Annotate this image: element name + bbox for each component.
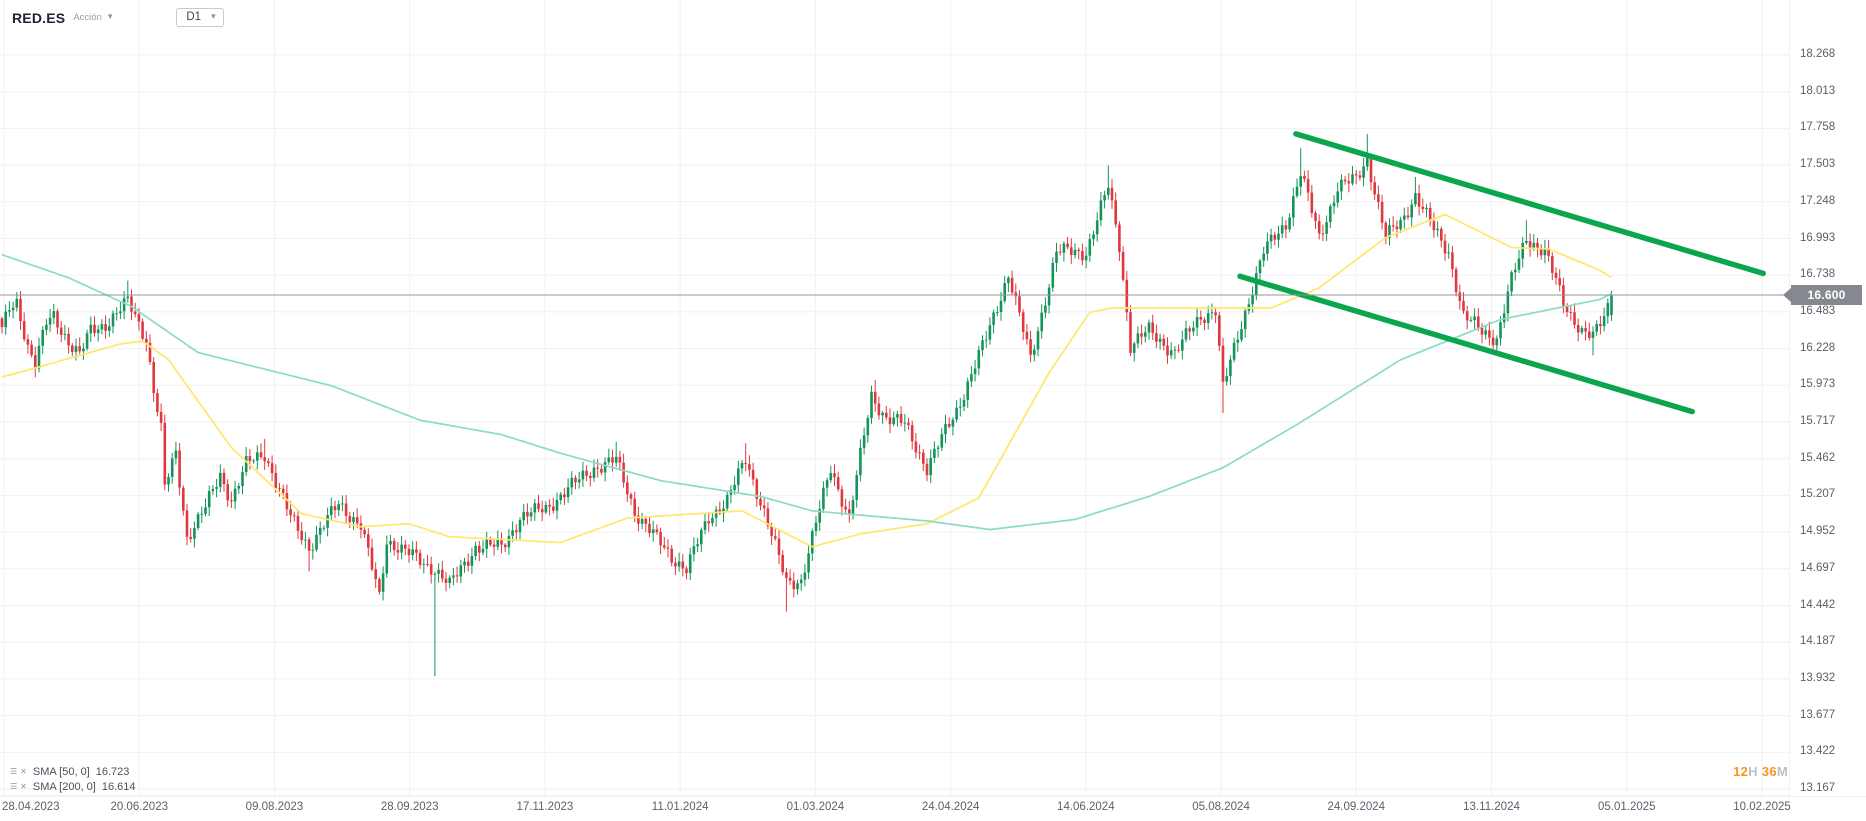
symbol-caret-down-icon[interactable]: ▾	[107, 11, 113, 21]
date-label: 05.08.2024	[1192, 801, 1250, 813]
price-label: 18.013	[1800, 84, 1836, 97]
date-label: 11.01.2024	[651, 801, 709, 813]
price-label: 13.677	[1800, 708, 1836, 721]
date-axis[interactable]: 28.04.2023 20.06.2023 09.08.2023 28.09.2023…	[0, 797, 1866, 821]
candles-layer	[0, 133, 1613, 677]
price-label: 13.932	[1800, 671, 1836, 684]
price-label: 15.462	[1800, 451, 1836, 464]
sma50-legend-row: ☰ ✕ SMA [50, 0] 16.723	[10, 764, 136, 779]
date-label: 24.09.2024	[1327, 801, 1386, 813]
price-label: 14.187	[1800, 635, 1836, 648]
symbol-toolbar: RED.ES Acción ▾ D1 ▾	[12, 8, 224, 27]
price-label: 15.717	[1800, 415, 1836, 427]
price-label: 16.483	[1800, 304, 1836, 317]
countdown-minutes: 36	[1761, 764, 1777, 779]
price-label: 17.248	[1800, 194, 1836, 207]
countdown-hours-suffix: H	[1748, 764, 1758, 779]
sma50-remove-icon[interactable]: ✕	[20, 766, 27, 776]
sma200-label: SMA [200, 0]	[32, 780, 96, 793]
date-label: 05.01.2025	[1597, 801, 1656, 813]
price-label: 13.167	[1800, 782, 1836, 794]
sma200-remove-icon[interactable]: ✕	[20, 781, 27, 791]
price-label: 15.207	[1800, 488, 1836, 501]
sma200-line[interactable]	[1, 253, 1612, 531]
price-label: 14.952	[1800, 525, 1836, 538]
date-label: 01.03.2024	[786, 801, 845, 813]
sma50-value: 16.723	[95, 765, 130, 778]
countdown-hours: 12	[1733, 764, 1749, 779]
timeframe-caret-down-icon: ▾	[211, 10, 216, 21]
price-label: 14.697	[1800, 561, 1836, 574]
date-label: 20.06.2023	[110, 801, 168, 813]
date-label: 24.04.2024	[921, 801, 980, 813]
channel-lower-trendline	[1237, 273, 1695, 415]
symbol-name[interactable]: RED.ES	[12, 9, 66, 26]
date-label: 13.11.2024	[1463, 801, 1520, 813]
grid-layer	[0, 0, 1790, 796]
price-label: 16.993	[1800, 231, 1836, 244]
channel-upper-trendline	[1293, 131, 1766, 277]
sma200-legend-row: ☰ ✕ SMA [200, 0] 16.614	[10, 779, 136, 794]
candle-countdown: 12H 36M	[1712, 764, 1788, 779]
date-label: 09.08.2023	[245, 801, 304, 813]
timeframe-value: D1	[186, 11, 202, 23]
timeframe-selector[interactable]: D1 ▾	[176, 8, 224, 27]
price-label: 13.422	[1800, 745, 1836, 758]
date-label: 28.04.2023	[2, 801, 60, 813]
countdown-minutes-suffix: M	[1776, 764, 1788, 779]
date-label: 28.09.2023	[380, 801, 439, 813]
price-label: 18.268	[1800, 48, 1836, 60]
price-label: 16.738	[1800, 268, 1836, 281]
price-label: 16.228	[1800, 341, 1836, 354]
sma50-line[interactable]	[1, 213, 1612, 548]
price-label: 15.973	[1800, 378, 1836, 391]
sma50-label: SMA [50, 0]	[32, 765, 90, 778]
price-label: 17.503	[1800, 158, 1836, 171]
instrument-type-label: Acción	[73, 12, 102, 23]
date-label: 14.06.2024	[1057, 801, 1115, 813]
date-label: 10.02.2025	[1733, 801, 1791, 813]
sma200-settings-icon[interactable]: ☰	[10, 781, 18, 791]
price-axis[interactable]: 18.268 18.013 17.758 17.503 17.248 16.993 16.7…	[1790, 0, 1866, 796]
date-label: 17.11.2023	[516, 801, 574, 813]
indicator-legend: ☰ ✕ SMA [50, 0] 16.723 ☰ ✕ SMA [200, 0] …	[10, 764, 136, 794]
sma200-value: 16.614	[101, 780, 136, 793]
trend-channel[interactable]	[1237, 131, 1766, 415]
price-label: 17.758	[1800, 121, 1836, 134]
current-price-badge: 16.600	[1783, 285, 1862, 305]
sma50-settings-icon[interactable]: ☰	[10, 766, 18, 776]
price-label: 14.442	[1800, 598, 1836, 611]
current-price-value: 16.600	[1807, 288, 1846, 302]
